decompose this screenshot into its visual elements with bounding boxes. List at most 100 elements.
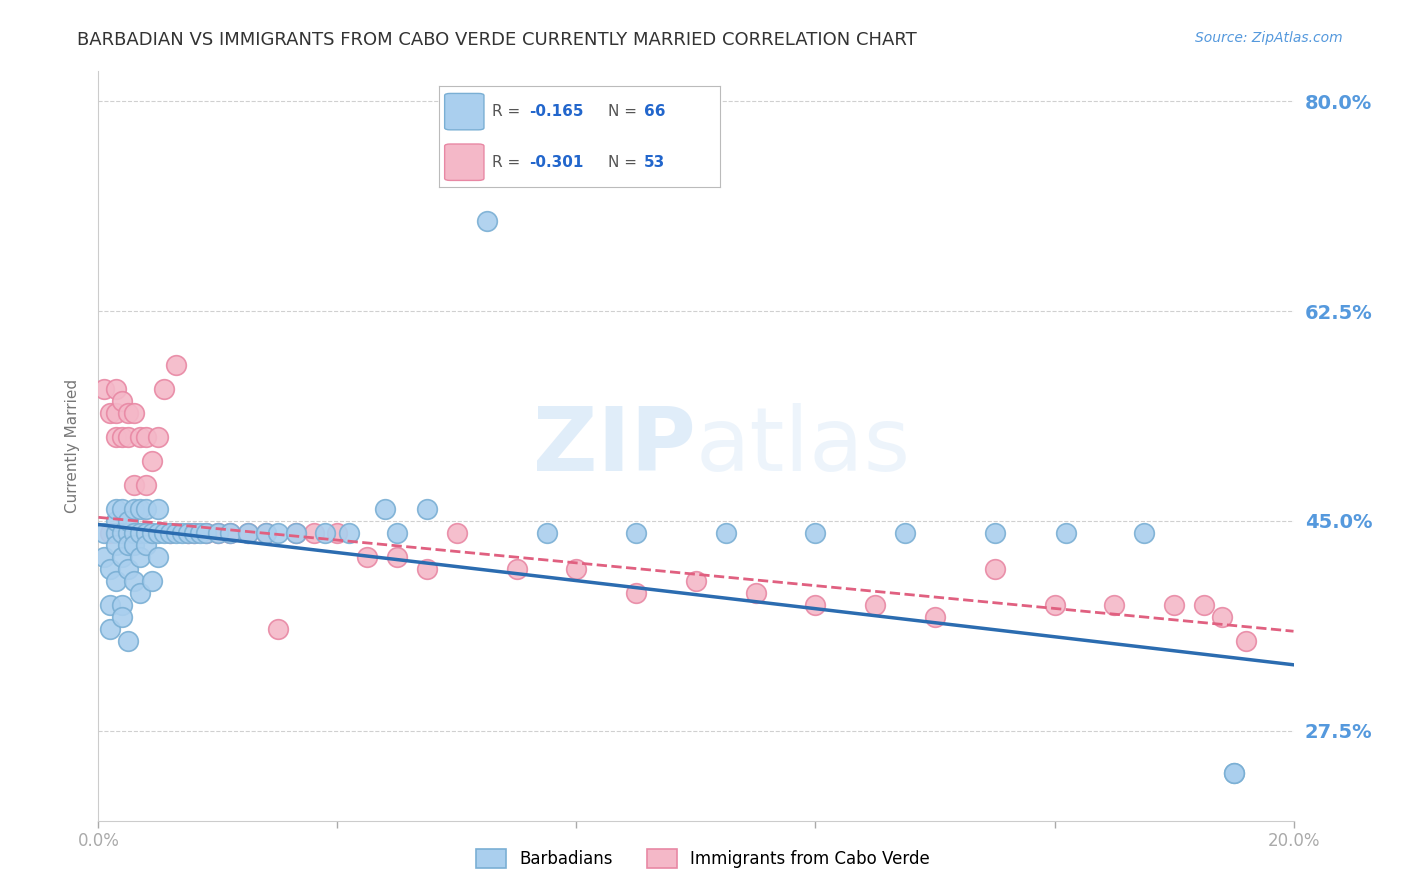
Point bbox=[98, 525, 122, 540]
Point bbox=[195, 525, 218, 540]
Point bbox=[105, 514, 128, 528]
Point bbox=[124, 574, 146, 588]
Point bbox=[105, 538, 128, 552]
Point bbox=[416, 562, 439, 576]
Point bbox=[267, 622, 290, 636]
Point bbox=[135, 538, 157, 552]
Point bbox=[98, 622, 122, 636]
Text: atlas: atlas bbox=[696, 402, 911, 490]
Point bbox=[153, 525, 176, 540]
Point bbox=[117, 525, 139, 540]
Point bbox=[98, 562, 122, 576]
Point bbox=[148, 549, 170, 564]
Point bbox=[141, 525, 163, 540]
Point bbox=[506, 562, 529, 576]
Point bbox=[446, 525, 468, 540]
Point bbox=[111, 525, 134, 540]
Point bbox=[98, 406, 122, 420]
Point bbox=[117, 514, 139, 528]
Point bbox=[326, 525, 349, 540]
Point bbox=[111, 549, 134, 564]
Point bbox=[129, 502, 152, 516]
Point bbox=[135, 478, 157, 492]
Text: ZIP: ZIP bbox=[533, 402, 696, 490]
Point bbox=[714, 525, 737, 540]
Point bbox=[111, 430, 134, 444]
Point bbox=[315, 525, 337, 540]
Point bbox=[135, 525, 157, 540]
Point bbox=[148, 430, 170, 444]
Point bbox=[475, 214, 498, 228]
Point bbox=[1104, 598, 1126, 612]
Point bbox=[236, 525, 259, 540]
Point bbox=[159, 525, 181, 540]
Point bbox=[284, 525, 307, 540]
Point bbox=[117, 406, 139, 420]
Point bbox=[1211, 610, 1233, 624]
Point bbox=[93, 525, 115, 540]
Point bbox=[183, 525, 205, 540]
Point bbox=[183, 525, 205, 540]
Point bbox=[105, 406, 128, 420]
Point bbox=[1056, 525, 1078, 540]
Point bbox=[626, 525, 648, 540]
Point bbox=[177, 525, 200, 540]
Point bbox=[117, 562, 139, 576]
Point bbox=[219, 525, 242, 540]
Point bbox=[117, 633, 139, 648]
Point bbox=[356, 549, 378, 564]
Point bbox=[984, 525, 1007, 540]
Point bbox=[339, 525, 361, 540]
Point bbox=[207, 525, 229, 540]
Text: BARBADIAN VS IMMIGRANTS FROM CABO VERDE CURRENTLY MARRIED CORRELATION CHART: BARBADIAN VS IMMIGRANTS FROM CABO VERDE … bbox=[77, 31, 917, 49]
Point bbox=[685, 574, 707, 588]
Point bbox=[374, 502, 396, 516]
Point bbox=[93, 382, 115, 396]
Point bbox=[124, 406, 146, 420]
Point bbox=[159, 525, 181, 540]
Point bbox=[111, 394, 134, 409]
Point bbox=[804, 525, 827, 540]
Point bbox=[141, 454, 163, 468]
Point bbox=[195, 525, 218, 540]
Point bbox=[219, 525, 242, 540]
Point bbox=[111, 525, 134, 540]
Point bbox=[135, 502, 157, 516]
Point bbox=[105, 382, 128, 396]
Point bbox=[111, 502, 134, 516]
Point bbox=[536, 525, 558, 540]
Point bbox=[267, 525, 290, 540]
Point bbox=[148, 502, 170, 516]
Point bbox=[172, 525, 194, 540]
Point bbox=[148, 525, 170, 540]
Point bbox=[129, 549, 152, 564]
Point bbox=[745, 586, 768, 600]
Point bbox=[284, 525, 307, 540]
Point bbox=[188, 525, 211, 540]
Point bbox=[924, 610, 946, 624]
Point bbox=[124, 525, 146, 540]
Point bbox=[1192, 598, 1215, 612]
Point bbox=[1043, 598, 1066, 612]
Point bbox=[207, 525, 229, 540]
Point bbox=[254, 525, 277, 540]
Point bbox=[254, 525, 277, 540]
Point bbox=[105, 525, 128, 540]
Point bbox=[1223, 765, 1246, 780]
Legend: Barbadians, Immigrants from Cabo Verde: Barbadians, Immigrants from Cabo Verde bbox=[468, 840, 938, 877]
Point bbox=[1133, 525, 1156, 540]
Point bbox=[385, 525, 409, 540]
Point bbox=[1163, 598, 1185, 612]
Point bbox=[1234, 633, 1257, 648]
Point bbox=[565, 562, 588, 576]
Point bbox=[105, 430, 128, 444]
Point bbox=[111, 610, 134, 624]
Point bbox=[302, 525, 325, 540]
Point bbox=[804, 598, 827, 612]
Point bbox=[416, 502, 439, 516]
Point bbox=[117, 538, 139, 552]
Point bbox=[98, 598, 122, 612]
Text: Source: ZipAtlas.com: Source: ZipAtlas.com bbox=[1195, 31, 1343, 45]
Point bbox=[124, 502, 146, 516]
Point bbox=[129, 525, 152, 540]
